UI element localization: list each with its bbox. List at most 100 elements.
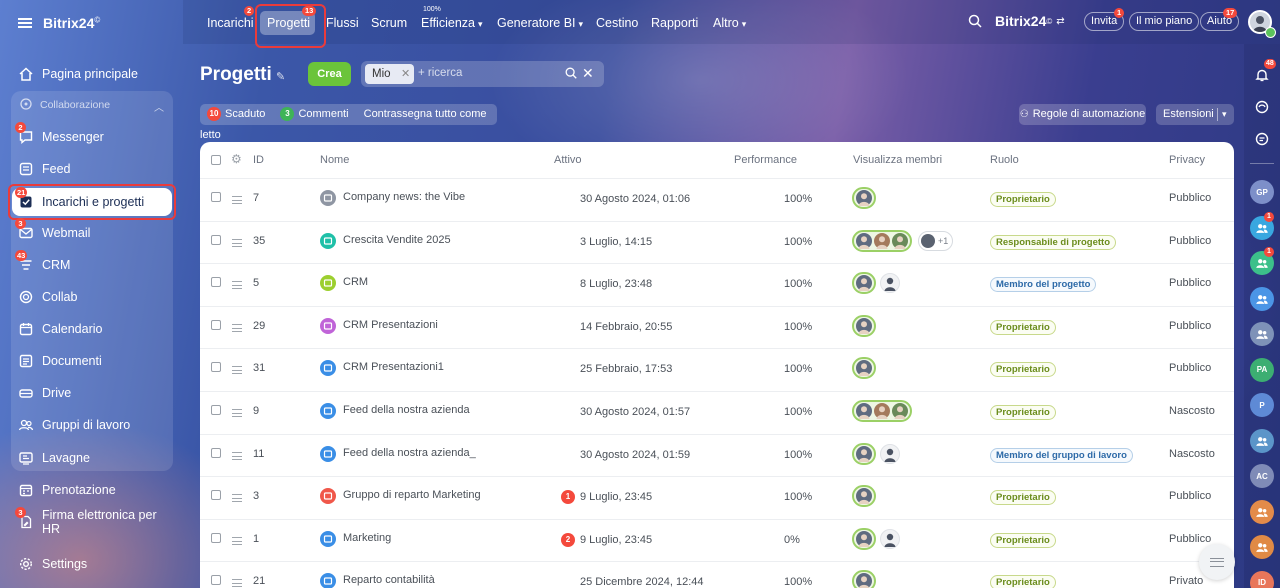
row-checkbox[interactable] (211, 490, 221, 501)
search-input[interactable]: + ricerca (418, 67, 463, 79)
column-header-id[interactable]: ID (253, 154, 264, 166)
tab-efficienza[interactable]: Efficienza ▾ (421, 14, 483, 32)
table-row[interactable]: 5 CRM 8 Luglio, 23:48 100% Membro del proget… (200, 263, 1234, 305)
drag-handle-icon[interactable] (232, 409, 242, 417)
sidebar-item-home[interactable]: Pagina principale (12, 60, 172, 88)
member-avatar[interactable] (856, 190, 872, 206)
member-avatar[interactable] (874, 232, 890, 249)
member-avatar[interactable] (856, 360, 872, 377)
project-name-link[interactable]: Crescita Vendite 2025 (343, 233, 451, 246)
project-name-link[interactable]: Feed della nostra azienda (343, 404, 470, 416)
chat-avatar[interactable]: AC (1250, 464, 1274, 488)
row-checkbox[interactable] (211, 319, 221, 330)
chevron-down-icon[interactable]: ▾ (1222, 109, 1227, 119)
members-group[interactable] (852, 314, 876, 337)
drag-handle-icon[interactable] (232, 451, 242, 460)
hamburger-menu-icon[interactable] (18, 18, 32, 28)
row-checkbox[interactable] (211, 362, 221, 373)
member-avatar[interactable] (874, 403, 890, 419)
table-row[interactable]: 9 Feed della nostra azienda 30 Agosto 2024… (200, 391, 1234, 433)
extensions-button[interactable]: Estensioni ▾ (1156, 104, 1234, 125)
invite-button[interactable]: Invita (1084, 12, 1125, 31)
row-checkbox[interactable] (211, 447, 221, 458)
create-button[interactable]: Crea (308, 62, 351, 86)
help-button[interactable]: Aiuto (1200, 12, 1240, 31)
filter-chip-mio[interactable]: Mio ✕ (365, 64, 414, 84)
chevron-up-icon[interactable]: ︿ (154, 103, 164, 114)
column-header-performance[interactable]: Performance (734, 154, 797, 166)
tab-cestino[interactable]: Cestino (596, 16, 639, 30)
gear-icon[interactable]: ⚙ (231, 152, 242, 166)
member-avatar[interactable] (892, 403, 908, 419)
member-avatar[interactable] (856, 403, 872, 419)
members-group[interactable] (852, 527, 900, 550)
sidebar-item-booking[interactable]: Prenotazione (12, 476, 172, 504)
brand-logo[interactable]: Bitrix24© (43, 15, 101, 31)
member-avatar[interactable] (856, 275, 872, 292)
member-avatar[interactable] (856, 445, 872, 462)
column-header-privacy[interactable]: Privacy (1169, 154, 1206, 166)
members-group[interactable] (852, 400, 912, 422)
table-row[interactable]: 21 Reparto contabilità 25 Dicembre 2024, 1… (200, 561, 1234, 588)
copilot-icon[interactable] (1250, 95, 1274, 119)
members-group[interactable] (852, 570, 876, 588)
row-checkbox[interactable] (211, 277, 221, 288)
member-avatar[interactable] (880, 273, 900, 294)
project-name-link[interactable]: Feed della nostra azienda_ (343, 446, 476, 459)
tab-incarichi[interactable]: Incarichi (207, 16, 254, 30)
drag-handle-icon[interactable] (232, 366, 242, 375)
members-group[interactable] (852, 357, 876, 380)
clear-icon[interactable]: ✕ (582, 65, 594, 81)
drag-handle-icon[interactable] (232, 281, 242, 290)
project-name-link[interactable]: CRM (343, 276, 369, 289)
tab-progetti[interactable]: Progetti (267, 16, 311, 30)
sidebar-item-documents[interactable]: Documenti (12, 347, 172, 375)
sidebar-item-hr-sign[interactable]: 3 Firma elettronica per HR (12, 507, 172, 536)
member-avatar[interactable] (880, 528, 900, 549)
members-group[interactable]: +1 (852, 229, 954, 252)
overdue-counter[interactable]: 10 Scaduto (207, 107, 265, 121)
member-avatar[interactable] (856, 573, 872, 588)
member-avatar[interactable] (880, 443, 900, 464)
sidebar-item-crm[interactable]: 43 CRM (12, 250, 172, 279)
member-avatar[interactable] (856, 488, 872, 505)
top-search-icon[interactable] (967, 10, 983, 32)
table-row[interactable]: 29 CRM Presentazioni 14 Febbraio, 20:55 100… (200, 305, 1234, 348)
floating-menu-button[interactable] (1199, 544, 1235, 580)
chat-avatar[interactable] (1250, 428, 1274, 453)
members-group[interactable] (852, 485, 876, 508)
table-row[interactable]: 31 CRM Presentazioni1 25 Febbraio, 17:53 10… (200, 348, 1234, 390)
sidebar-item-tasks-projects[interactable]: 21 Incarichi e progetti (12, 187, 172, 216)
drag-handle-icon[interactable] (232, 196, 242, 204)
sidebar-item-webmail[interactable]: 3 Webmail (12, 218, 172, 247)
comments-counter[interactable]: 3 Commenti (280, 107, 349, 121)
row-checkbox[interactable] (211, 192, 221, 202)
sidebar-item-messenger[interactable]: 2 Messenger (12, 122, 172, 151)
table-row[interactable]: 1 Marketing 2 9 Luglio, 23:45 0% Proprietario… (200, 518, 1234, 561)
member-avatar[interactable] (892, 232, 908, 249)
more-members-button[interactable]: +1 (918, 230, 954, 251)
chat-avatar[interactable] (1250, 322, 1274, 346)
select-all-checkbox[interactable] (211, 155, 221, 165)
chat-avatar[interactable] (1250, 286, 1274, 311)
drag-handle-icon[interactable] (232, 323, 242, 332)
chat-avatar[interactable] (1250, 535, 1274, 559)
member-avatar[interactable] (856, 530, 872, 547)
table-row[interactable]: 35 Crescita Vendite 2025 3 Luglio, 14:15 10… (200, 220, 1234, 263)
drag-handle-icon[interactable] (232, 579, 242, 588)
chat-avatar[interactable]: PA (1250, 357, 1274, 382)
column-header-active[interactable]: Attivo (554, 154, 582, 166)
table-row[interactable]: 11 Feed della nostra azienda_ 30 Agosto 20… (200, 433, 1234, 476)
user-avatar[interactable] (1248, 10, 1272, 34)
notifications-bell-icon[interactable]: 48 (1250, 59, 1276, 87)
drag-handle-icon[interactable] (232, 536, 242, 545)
column-header-role[interactable]: Ruolo (990, 154, 1019, 166)
tab-flussi[interactable]: Flussi (326, 16, 359, 30)
row-checkbox[interactable] (211, 532, 221, 543)
row-checkbox[interactable] (211, 405, 221, 415)
chat-avatar[interactable] (1250, 499, 1274, 524)
chat-avatar[interactable]: ID (1250, 570, 1274, 588)
sidebar-item-settings[interactable]: Settings (12, 550, 172, 578)
project-name-link[interactable]: Gruppo di reparto Marketing (343, 489, 481, 502)
column-header-members[interactable]: Visualizza membri (853, 154, 943, 166)
